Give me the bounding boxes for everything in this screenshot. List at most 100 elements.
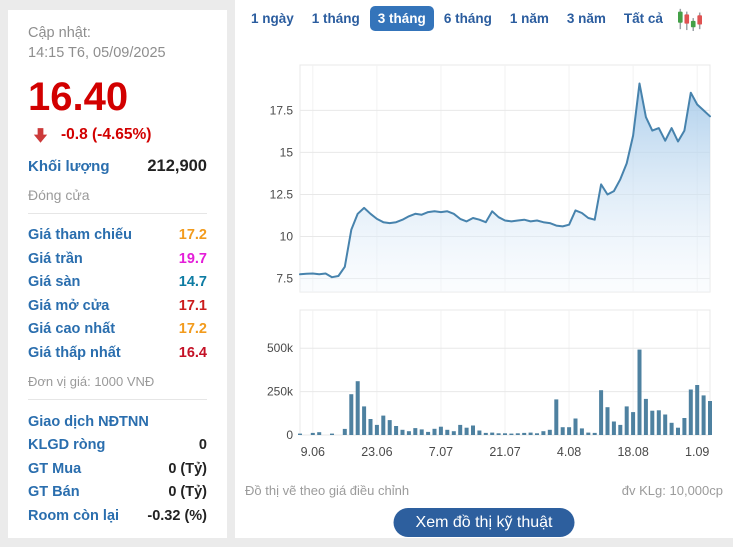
volume-bar[interactable] bbox=[413, 428, 418, 435]
volume-bar[interactable] bbox=[362, 406, 367, 435]
foreign-trading-row-value: -0.32 (%) bbox=[147, 507, 207, 524]
volume-bar[interactable] bbox=[477, 430, 482, 436]
foreign-trading-row: KLGD ròng 0 bbox=[28, 434, 207, 458]
price-detail-row: Giá sàn 14.7 bbox=[28, 271, 207, 295]
volume-axis-label: 0 bbox=[286, 428, 293, 442]
volume-bar[interactable] bbox=[579, 428, 584, 435]
volume-bar[interactable] bbox=[298, 433, 302, 435]
volume-bar[interactable] bbox=[541, 431, 546, 435]
volume-bar[interactable] bbox=[631, 412, 636, 435]
price-line-series[interactable] bbox=[299, 82, 711, 279]
volume-bar[interactable] bbox=[432, 428, 437, 436]
volume-bar[interactable] bbox=[708, 401, 712, 435]
adjusted-price-note: Đồ thị vẽ theo giá điều chỉnh bbox=[245, 483, 410, 498]
volume-bar[interactable] bbox=[368, 419, 373, 435]
price-detail-row: Giá tham chiếu 17.2 bbox=[28, 224, 207, 248]
price-change-value: -0.8 (-4.65%) bbox=[61, 126, 152, 144]
volume-bar[interactable] bbox=[387, 420, 392, 435]
view-technical-chart-button[interactable]: Xem đồ thị kỹ thuật bbox=[393, 508, 575, 537]
price-detail-row-value: 17.1 bbox=[178, 297, 207, 314]
tab-tất-cả[interactable]: Tất cả bbox=[616, 6, 671, 31]
volume-bar[interactable] bbox=[464, 427, 469, 435]
tab-1-tháng[interactable]: 1 tháng bbox=[304, 6, 368, 31]
volume-axis-label: 250k bbox=[267, 385, 294, 399]
foreign-trading-rows: KLGD ròng 0 GT Mua 0 (Tỷ) GT Bán 0 (Tỷ) Room c… bbox=[28, 434, 207, 528]
x-axis-label: 23.06 bbox=[361, 445, 392, 459]
volume-bar[interactable] bbox=[656, 410, 661, 435]
volume-bar[interactable] bbox=[503, 433, 507, 435]
volume-bar[interactable] bbox=[496, 433, 501, 435]
volume-bar[interactable] bbox=[605, 407, 610, 435]
price-detail-row-label: Giá sàn bbox=[28, 274, 81, 291]
volume-bar[interactable] bbox=[573, 418, 578, 436]
range-tabs: 1 ngày 1 tháng 3 tháng 6 tháng 1 năm 3 năm Tất… bbox=[243, 6, 703, 31]
volume-bar[interactable] bbox=[438, 426, 443, 435]
x-axis-label: 9.06 bbox=[301, 445, 325, 459]
foreign-trading-row: Room còn lại -0.32 (%) bbox=[28, 505, 207, 529]
volume-bar[interactable] bbox=[567, 427, 572, 435]
volume-bar[interactable] bbox=[599, 390, 604, 435]
tab-3-tháng[interactable]: 3 tháng bbox=[369, 6, 434, 31]
volume-bar[interactable] bbox=[515, 433, 520, 435]
volume-bar[interactable] bbox=[676, 427, 680, 435]
price-detail-row: Giá trần 19.7 bbox=[28, 248, 207, 272]
volume-bar[interactable] bbox=[624, 406, 629, 435]
volume-bar[interactable] bbox=[650, 410, 655, 435]
volume-unit-note: đv KLg: 10,000cp bbox=[621, 483, 723, 498]
volume-bar[interactable] bbox=[554, 399, 559, 435]
volume-bar[interactable] bbox=[445, 429, 450, 435]
volume-bar[interactable] bbox=[682, 418, 687, 435]
volume-bar[interactable] bbox=[688, 389, 693, 436]
price-volume-chart[interactable]: 9.06 23.06 7.07 21.07 4.08 18.08 1.09 7.5 10 12.5… bbox=[235, 36, 733, 476]
volume-bar[interactable] bbox=[547, 429, 552, 435]
volume-bar[interactable] bbox=[426, 431, 431, 435]
volume-bar[interactable] bbox=[394, 426, 399, 435]
candlestick-chart-icon[interactable] bbox=[677, 7, 703, 31]
volume-bar[interactable] bbox=[701, 395, 706, 435]
volume-bar[interactable] bbox=[483, 432, 488, 435]
foreign-trading-row-label: Room còn lại bbox=[28, 507, 120, 524]
volume-bar[interactable] bbox=[471, 425, 475, 436]
volume-bar[interactable] bbox=[695, 385, 700, 435]
volume-bar[interactable] bbox=[330, 433, 334, 435]
foreign-trading-row-label: GT Bán bbox=[28, 484, 80, 501]
price-detail-row-label: Giá tham chiếu bbox=[28, 227, 132, 244]
volume-bar[interactable] bbox=[611, 421, 616, 436]
price-detail-row-value: 17.2 bbox=[178, 321, 207, 338]
volume-bar[interactable] bbox=[669, 422, 674, 435]
volume-bar[interactable] bbox=[317, 432, 322, 435]
volume-bar[interactable] bbox=[522, 432, 527, 435]
x-axis-label: 21.07 bbox=[489, 445, 520, 459]
volume-bar[interactable] bbox=[381, 415, 386, 435]
volume-bar[interactable] bbox=[310, 432, 315, 435]
tab-1-ngày[interactable]: 1 ngày bbox=[243, 6, 302, 31]
price-axis-label: 7.5 bbox=[276, 272, 293, 286]
volume-bar[interactable] bbox=[355, 381, 360, 435]
volume-bar[interactable] bbox=[592, 432, 597, 435]
volume-bar[interactable] bbox=[419, 429, 424, 435]
price-area-fill bbox=[300, 83, 710, 292]
price-detail-row-value: 19.7 bbox=[178, 250, 207, 267]
volume-bar[interactable] bbox=[349, 394, 354, 435]
price-detail-rows: Giá tham chiếu 17.2 Giá trần 19.7 Giá sàn 14.… bbox=[28, 224, 207, 365]
volume-bar[interactable] bbox=[490, 432, 495, 435]
volume-bar[interactable] bbox=[451, 431, 456, 435]
volume-bar[interactable] bbox=[663, 414, 668, 436]
volume-bar[interactable] bbox=[528, 432, 533, 435]
tab-3-năm[interactable]: 3 năm bbox=[559, 6, 614, 31]
stock-summary-sidebar: Cập nhật: 14:15 T6, 05/09/2025 16.40 -0.… bbox=[8, 10, 227, 538]
volume-bar[interactable] bbox=[618, 424, 623, 435]
volume-bar[interactable] bbox=[586, 432, 591, 435]
volume-bar[interactable] bbox=[560, 427, 565, 435]
volume-bar[interactable] bbox=[509, 433, 514, 435]
volume-bar[interactable] bbox=[637, 349, 642, 435]
volume-bar[interactable] bbox=[643, 398, 648, 435]
tab-6-tháng[interactable]: 6 tháng bbox=[436, 6, 500, 31]
volume-bar[interactable] bbox=[535, 433, 539, 435]
volume-bar[interactable] bbox=[458, 424, 463, 435]
tab-1-năm[interactable]: 1 năm bbox=[502, 6, 557, 31]
volume-bar[interactable] bbox=[374, 424, 379, 435]
volume-bar[interactable] bbox=[342, 428, 347, 435]
volume-bar[interactable] bbox=[406, 431, 411, 435]
volume-bar[interactable] bbox=[400, 429, 405, 435]
